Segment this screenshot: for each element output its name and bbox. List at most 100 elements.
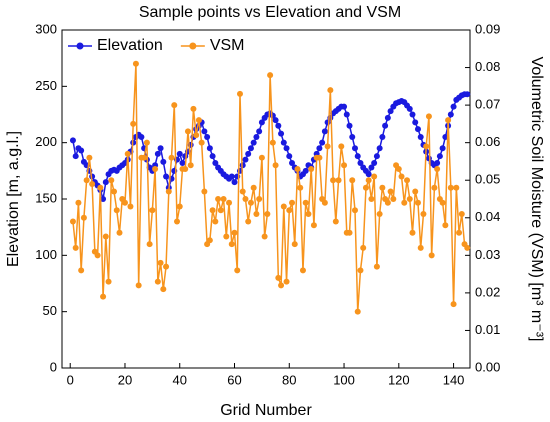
data-point (456, 229, 463, 236)
data-point (146, 241, 153, 248)
data-point (409, 229, 416, 236)
data-point (458, 211, 465, 218)
data-point (97, 184, 104, 191)
data-point (176, 203, 183, 210)
data-point (384, 114, 391, 121)
data-point (261, 233, 268, 240)
chart-title: Sample points vs Elevation and VSM (139, 4, 401, 21)
data-point (450, 103, 457, 110)
data-point (357, 159, 364, 166)
data-point (168, 154, 175, 161)
data-point (417, 244, 424, 251)
data-point (204, 134, 211, 141)
y-tick-label: 150 (35, 190, 57, 205)
data-point (379, 134, 386, 141)
data-point (390, 196, 397, 202)
data-point (242, 156, 249, 163)
y2-tick-label: 0.00 (475, 359, 500, 374)
data-point (258, 154, 265, 161)
y-axis-label: Elevation [m, a.g.l.] (5, 131, 22, 267)
data-point (316, 154, 323, 161)
data-point (152, 165, 159, 172)
data-point (174, 218, 181, 225)
data-point (280, 203, 287, 210)
data-point (253, 134, 260, 141)
data-point (302, 199, 309, 206)
data-point (414, 126, 421, 133)
data-point (78, 267, 85, 274)
data-point (111, 188, 118, 195)
data-point (387, 108, 394, 115)
data-point (316, 145, 323, 152)
data-point (275, 122, 282, 129)
data-point (341, 162, 348, 169)
data-point (360, 244, 367, 251)
y-tick-label: 300 (35, 21, 57, 36)
data-point (373, 153, 380, 160)
x-tick-label: 20 (118, 372, 132, 387)
data-point (450, 301, 457, 308)
legend-marker (76, 42, 84, 50)
data-point (275, 274, 282, 281)
y-tick-label: 50 (43, 303, 57, 318)
data-point (176, 150, 183, 157)
data-point (72, 244, 79, 251)
data-point (362, 184, 369, 191)
data-point (149, 207, 156, 214)
data-point (412, 119, 419, 126)
data-point (442, 134, 449, 141)
data-point (436, 153, 443, 160)
data-point (406, 105, 413, 112)
data-point (160, 286, 167, 293)
data-point (464, 244, 471, 251)
data-point (291, 241, 298, 248)
data-point (228, 241, 235, 248)
data-point (423, 143, 430, 150)
y2-axis-label: Volumetric Soil Moisture (VSM) [m³ m⁻³] (528, 57, 545, 342)
data-point (294, 165, 301, 172)
data-point (250, 139, 257, 146)
data-point (330, 177, 337, 184)
data-point (165, 188, 172, 195)
data-point (217, 207, 224, 214)
data-point (417, 134, 424, 141)
data-point (113, 207, 120, 214)
data-point (231, 229, 238, 236)
data-point (321, 199, 328, 206)
data-point (187, 162, 194, 169)
data-point (272, 117, 279, 124)
data-point (278, 282, 285, 289)
data-point (228, 173, 235, 180)
data-point (239, 188, 246, 195)
data-point (445, 117, 452, 124)
y2-tick-label: 0.02 (475, 284, 500, 299)
x-tick-label: 80 (282, 372, 296, 387)
data-point (258, 119, 265, 126)
data-point (171, 102, 178, 109)
data-point (247, 145, 254, 152)
data-point (324, 143, 331, 150)
data-point (289, 199, 296, 206)
data-point (83, 177, 90, 184)
data-point (384, 199, 391, 206)
data-point (371, 173, 378, 180)
data-point (163, 263, 170, 270)
data-point (212, 218, 219, 225)
data-point (267, 72, 274, 79)
data-point (223, 233, 230, 240)
data-point (319, 139, 326, 146)
y2-tick-label: 0.06 (475, 134, 500, 149)
data-point (299, 267, 306, 274)
data-point (464, 91, 471, 98)
data-point (100, 293, 107, 300)
data-point (321, 128, 328, 135)
data-point (209, 153, 216, 160)
data-point (398, 173, 405, 180)
data-point (236, 90, 243, 97)
data-point (130, 120, 137, 127)
y2-tick-label: 0.03 (475, 247, 500, 262)
data-point (69, 137, 76, 144)
data-point (447, 111, 454, 118)
data-point (245, 218, 252, 225)
data-point (439, 199, 446, 206)
